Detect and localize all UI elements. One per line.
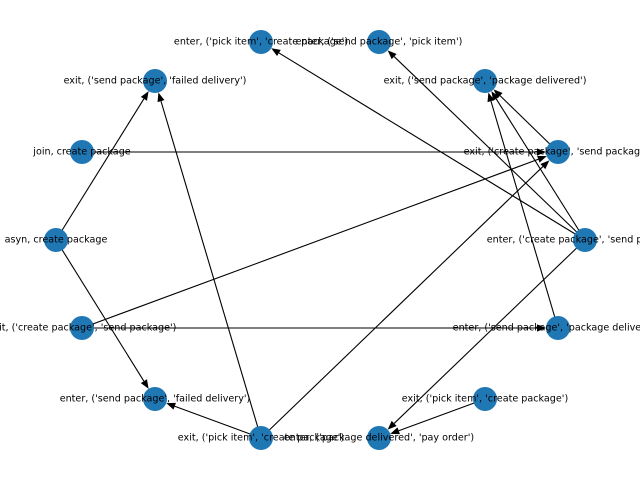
graph-node-n1 (546, 140, 570, 164)
graph-node-n13 (367, 426, 391, 450)
node-label-n13: enter, ('package delivered', 'pay order'… (284, 433, 474, 444)
node-label-n3: exit, ('send package', 'package delivere… (384, 76, 587, 87)
edge-layer (55, 48, 586, 439)
edge-n6-n10 (55, 239, 145, 382)
graph-node-n6 (44, 228, 68, 252)
label-layer: enter, ('send package', 'pick item') exit… (0, 37, 640, 444)
arrowhead-n5-n3 (491, 91, 500, 101)
node-layer (44, 30, 597, 450)
arrowhead-n5-n13 (387, 420, 397, 430)
edge-n12-n10 (174, 405, 262, 439)
graph-node-n12 (249, 426, 273, 450)
arrowhead-n6-n10 (140, 379, 149, 389)
node-label-n8: exit, ('create package', 'send package') (0, 323, 176, 334)
node-label-n6: asyn, create package (5, 235, 108, 246)
node-label-n1: exit, ('create package', 'send package') (464, 147, 640, 158)
edge-n12-n2 (160, 100, 262, 439)
graph-node-n4 (70, 140, 94, 164)
arrowhead-n1-n3 (493, 89, 503, 99)
arrowhead-n12-n1 (540, 160, 550, 170)
graph-node-n0 (367, 30, 391, 54)
graph-node-n2 (143, 69, 167, 93)
node-label-n9: enter, ('pick item', 'create package') (174, 37, 348, 48)
edge-n1-n3 (499, 95, 559, 153)
graph-node-n3 (473, 69, 497, 93)
node-label-n4: join, create package (32, 147, 130, 158)
graph-node-n7 (546, 316, 570, 340)
arrowhead-n6-n2 (140, 91, 149, 101)
edge-n5-n9 (278, 52, 586, 241)
graph-node-n8 (70, 316, 94, 340)
arrowhead-n12-n2 (157, 92, 165, 103)
edge-n8-n1 (81, 158, 539, 329)
graph-node-n5 (573, 228, 597, 252)
edge-n5-n0 (393, 56, 586, 241)
graph-node-n11 (473, 387, 497, 411)
node-label-n0: enter, ('send package', 'pick item') (296, 37, 463, 48)
edge-n11-n13 (398, 398, 486, 432)
edge-n12-n1 (260, 166, 544, 439)
arrowhead-n8-n7 (537, 324, 546, 332)
node-label-n7: enter, ('send package', 'package deliver… (453, 323, 640, 334)
arrowhead-n12-n10 (166, 402, 176, 410)
node-label-n11: exit, ('pick item', 'create package') (402, 394, 568, 405)
arrowhead-n5-n9 (271, 48, 281, 57)
node-label-n2: exit, ('send package', 'failed delivery'… (64, 76, 247, 87)
node-label-n5: enter, ('create package', 'send package'… (487, 235, 640, 246)
edge-n6-n2 (55, 98, 145, 241)
graph-node-n9 (249, 30, 273, 54)
edge-n5-n13 (393, 239, 586, 424)
arrowhead-n8-n1 (537, 155, 547, 163)
arrowhead-n11-n13 (390, 427, 400, 435)
arrowhead-n4-n1 (537, 148, 546, 156)
edge-n7-n3 (490, 100, 559, 329)
arrowhead-n5-n0 (387, 50, 397, 60)
node-label-n12: exit, ('pick item', 'create package') (178, 433, 344, 444)
graph-node-n10 (143, 387, 167, 411)
node-label-n10: enter, ('send package', 'failed delivery… (60, 394, 251, 405)
arrowhead-n7-n3 (487, 92, 495, 103)
